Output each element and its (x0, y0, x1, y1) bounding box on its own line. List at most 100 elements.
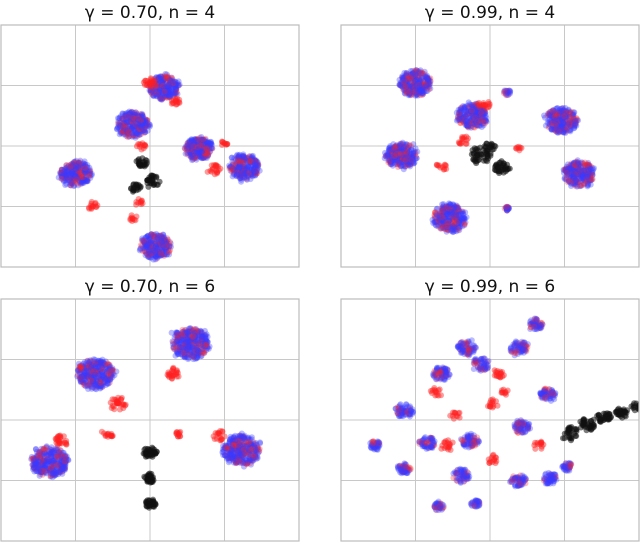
blue-point (233, 171, 240, 178)
blue-point (154, 91, 161, 98)
blue-point (238, 169, 245, 176)
blue-point (123, 113, 129, 120)
blue-point (83, 178, 90, 185)
red-point (235, 159, 242, 166)
blue-point (61, 168, 68, 175)
blue-point (231, 167, 238, 174)
blue-point (170, 91, 177, 98)
blue-point (81, 368, 88, 375)
red-point (242, 168, 248, 175)
blue-point (159, 95, 166, 102)
red-point (192, 154, 199, 160)
blue-point (193, 149, 200, 156)
blue-point (125, 113, 132, 120)
red-point (238, 157, 245, 164)
blue-point (207, 140, 214, 147)
red-point (67, 163, 74, 170)
blue-point (148, 87, 155, 94)
blue-point (133, 130, 140, 137)
blue-point (134, 113, 141, 120)
red-point (139, 116, 146, 123)
blue-point (76, 177, 83, 184)
red-point (204, 148, 211, 155)
blue-point (120, 131, 127, 138)
red-point (402, 157, 409, 164)
blue-point (126, 133, 133, 140)
red-point (82, 165, 89, 172)
blue-point (133, 120, 140, 127)
blue-point (240, 153, 247, 159)
blue-point (124, 119, 130, 126)
red-point (202, 135, 209, 142)
blue-point (575, 159, 581, 166)
blue-point (168, 83, 175, 90)
blue-point (146, 123, 153, 130)
blue-point (131, 126, 138, 133)
blue-point (163, 93, 170, 100)
blue-point (122, 124, 129, 131)
blue-point (117, 119, 124, 126)
blue-point (231, 168, 238, 175)
blue-point (160, 75, 167, 81)
red-point (149, 85, 156, 92)
blue-point (70, 174, 77, 181)
blue-point (63, 169, 70, 176)
blue-point (164, 82, 170, 88)
blue-point (125, 117, 132, 124)
red-point (163, 75, 170, 82)
blue-point (252, 169, 259, 176)
red-point (163, 86, 170, 93)
blue-point (81, 377, 88, 384)
blue-point (451, 204, 458, 211)
red-point (184, 143, 191, 150)
blue-point (63, 171, 70, 178)
blue-point (81, 158, 88, 165)
red-point (192, 143, 199, 150)
blue-point (197, 141, 203, 148)
blue-point (61, 166, 68, 173)
red-point (168, 74, 175, 81)
blue-point (72, 174, 79, 180)
blue-point (187, 149, 194, 156)
blue-point (153, 83, 159, 90)
red-point (122, 114, 129, 121)
red-point (200, 153, 207, 160)
blue-point (59, 466, 66, 472)
blue-point (67, 169, 74, 175)
blue-point (252, 161, 259, 168)
blue-point (79, 173, 86, 180)
blue-point (249, 152, 256, 159)
blue-point (156, 80, 163, 87)
blue-point (79, 180, 85, 187)
blue-point (127, 110, 134, 117)
red-point (81, 170, 88, 177)
red-point (158, 96, 165, 103)
red-point (128, 116, 135, 123)
red-point (147, 87, 154, 94)
blue-point (120, 122, 127, 129)
red-point (198, 146, 205, 153)
red-point (127, 125, 134, 132)
blue-point (65, 163, 72, 170)
red-point (197, 143, 204, 149)
blue-point (191, 155, 198, 161)
blue-point (136, 123, 142, 130)
red-point (235, 173, 242, 180)
blue-point (157, 93, 164, 100)
red-point (200, 136, 207, 143)
blue-point (248, 171, 255, 178)
blue-point (163, 85, 170, 92)
red-point (36, 449, 43, 455)
red-point (170, 80, 177, 87)
blue-point (196, 151, 203, 158)
blue-point (129, 124, 136, 131)
blue-point (173, 82, 179, 89)
blue-point (142, 129, 149, 136)
red-point (137, 127, 144, 134)
blue-point (160, 82, 167, 89)
blue-point (166, 76, 173, 83)
blue-point (199, 136, 206, 143)
blue-point (127, 125, 134, 132)
red-point (248, 172, 255, 179)
black-point (135, 181, 142, 188)
